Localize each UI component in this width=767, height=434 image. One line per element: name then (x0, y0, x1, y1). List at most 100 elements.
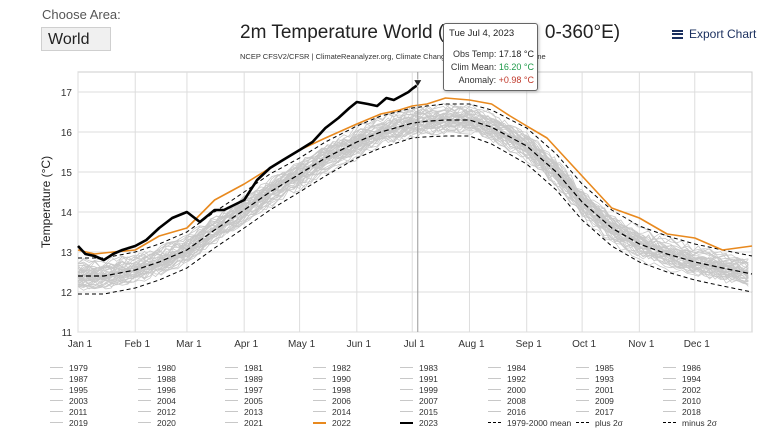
legend-label: 2022 (332, 417, 351, 428)
y-axis-label: Temperature (°C) (39, 156, 53, 248)
legend-item[interactable]: 2004 (138, 395, 176, 406)
legend-item[interactable]: 1992 (488, 373, 526, 384)
data-tooltip: Tue Jul 4, 2023 Obs Temp: 17.18 °C Clim … (443, 23, 538, 91)
legend-swatch (138, 411, 151, 412)
x-tick-label: Oct 1 (572, 339, 596, 350)
legend-swatch (50, 422, 63, 423)
legend-item[interactable]: 1980 (138, 362, 176, 373)
legend-label: 2021 (244, 417, 263, 428)
legend-label: 1981 (244, 362, 263, 373)
legend-item[interactable]: 1990 (313, 373, 351, 384)
x-tick-label: Mar 1 (176, 339, 202, 350)
legend-item[interactable]: 2012 (138, 406, 176, 417)
legend-item[interactable]: 2005 (225, 395, 263, 406)
tooltip-obs-row: Obs Temp: 17.18 °C (444, 49, 534, 59)
legend-item[interactable]: 1988 (138, 373, 176, 384)
legend-item[interactable]: 2002 (663, 384, 701, 395)
legend-item[interactable]: 2003 (50, 395, 88, 406)
legend-item[interactable]: 2011 (50, 406, 87, 417)
legend-label: 1996 (157, 384, 176, 395)
export-chart-label: Export Chart (689, 27, 757, 41)
legend-item[interactable]: plus 2σ (576, 417, 623, 428)
legend-swatch (138, 389, 151, 390)
legend-swatch (576, 400, 589, 401)
year-line-2019 (77, 104, 749, 268)
legend-label: 2001 (595, 384, 614, 395)
x-tick-label: Aug 1 (458, 339, 485, 350)
legend-item[interactable]: 1983 (400, 362, 438, 373)
legend-item[interactable]: 1979-2000 mean (488, 417, 571, 428)
legend-swatch (576, 411, 589, 412)
legend-label: 1993 (595, 373, 614, 384)
legend-item[interactable]: 1979 (50, 362, 88, 373)
legend-swatch (576, 389, 589, 390)
legend-item[interactable]: 2020 (138, 417, 176, 428)
legend-swatch (663, 411, 676, 412)
chart-title: 2m Temperature World (90°S-90°N, 0-360°E… (240, 22, 621, 43)
legend-swatch (663, 389, 676, 390)
legend-label: 1985 (595, 362, 614, 373)
legend-item[interactable]: 1996 (138, 384, 176, 395)
legend-item[interactable]: 1982 (313, 362, 351, 373)
legend-label: 2000 (507, 384, 526, 395)
legend-swatch (663, 367, 676, 368)
legend-item[interactable]: 1986 (663, 362, 701, 373)
legend-item[interactable]: 1998 (313, 384, 351, 395)
legend-item[interactable]: 2015 (400, 406, 438, 417)
legend-item[interactable]: 1991 (400, 373, 438, 384)
series-plus-2- (78, 103, 753, 259)
export-chart-button[interactable]: Export Chart (672, 27, 756, 41)
legend-swatch (225, 389, 238, 390)
legend-item[interactable]: 2023 (400, 417, 438, 428)
legend-label: plus 2σ (595, 417, 623, 428)
legend-item[interactable]: 2008 (488, 395, 526, 406)
area-select[interactable]: World (41, 27, 111, 51)
legend-label: 2012 (157, 406, 176, 417)
legend-swatch (663, 378, 676, 379)
legend-item[interactable]: 2000 (488, 384, 526, 395)
tooltip-obs-label: Obs Temp: (453, 49, 497, 59)
legend-item[interactable]: minus 2σ (663, 417, 717, 428)
legend-label: 2014 (332, 406, 351, 417)
legend-item[interactable]: 1997 (225, 384, 263, 395)
legend-swatch (313, 411, 326, 412)
legend-label: 2007 (419, 395, 438, 406)
legend-item[interactable]: 2021 (225, 417, 263, 428)
legend-item[interactable]: 1987 (50, 373, 88, 384)
legend-label: 2004 (157, 395, 176, 406)
legend-swatch (400, 400, 413, 401)
legend-item[interactable]: 2022 (313, 417, 351, 428)
legend-item[interactable]: 2014 (313, 406, 351, 417)
legend-label: 1988 (157, 373, 176, 384)
legend-item[interactable]: 1981 (225, 362, 263, 373)
legend-item[interactable]: 2006 (313, 395, 351, 406)
legend-item[interactable]: 2010 (663, 395, 701, 406)
legend-item[interactable]: 2018 (663, 406, 701, 417)
legend-swatch (138, 422, 151, 423)
legend-item[interactable]: 1984 (488, 362, 526, 373)
legend-item[interactable]: 2007 (400, 395, 438, 406)
legend-label: minus 2σ (682, 417, 718, 428)
legend-swatch (663, 422, 676, 423)
legend-item[interactable]: 1985 (576, 362, 614, 373)
legend-item[interactable]: 2017 (576, 406, 614, 417)
legend-swatch (225, 411, 238, 412)
legend-item[interactable]: 1989 (225, 373, 263, 384)
x-tick-label: Jun 1 (347, 339, 372, 350)
legend-label: 1982 (332, 362, 351, 373)
legend-label: 2015 (419, 406, 438, 417)
legend-item[interactable]: 2019 (50, 417, 88, 428)
legend-item[interactable]: 2013 (225, 406, 263, 417)
legend-item[interactable]: 1995 (50, 384, 88, 395)
legend-item[interactable]: 2016 (488, 406, 526, 417)
legend-label: 2009 (595, 395, 614, 406)
tooltip-clim-row: Clim Mean: 16.20 °C (444, 62, 534, 72)
legend-label: 2023 (419, 417, 438, 428)
legend-item[interactable]: 2009 (576, 395, 614, 406)
legend-item[interactable]: 1994 (663, 373, 701, 384)
legend-item[interactable]: 1993 (576, 373, 614, 384)
legend-item[interactable]: 2001 (576, 384, 614, 395)
legend-item[interactable]: 1999 (400, 384, 438, 395)
legend-swatch (576, 367, 589, 368)
